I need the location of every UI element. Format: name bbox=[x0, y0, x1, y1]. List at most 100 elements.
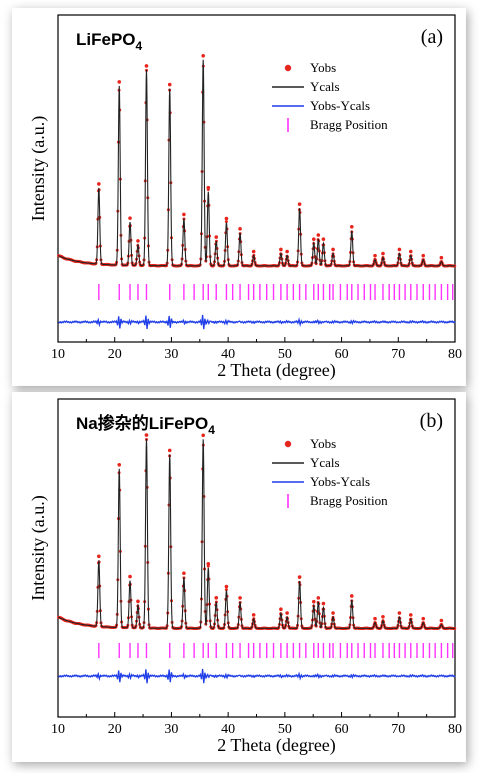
x-tick-label: 40 bbox=[221, 347, 235, 362]
yobs-points bbox=[57, 433, 457, 630]
yobs-peak-point bbox=[167, 448, 172, 453]
yobs-peak-point bbox=[381, 614, 385, 619]
panel-label: (a) bbox=[421, 26, 443, 48]
legend: Yobs Ycals Yobs-Ycals Bragg Position bbox=[272, 60, 388, 132]
bragg-positions bbox=[98, 284, 454, 300]
x-tick-label: 80 bbox=[448, 722, 462, 737]
yobs-peak-point bbox=[238, 596, 242, 600]
yobs-peak-point bbox=[167, 82, 172, 87]
yobs-peak-point bbox=[316, 596, 321, 600]
yobs-peak-point bbox=[285, 611, 289, 615]
x-tick-label: 80 bbox=[448, 347, 462, 362]
sample-label-subscript: 4 bbox=[136, 39, 143, 53]
yobs-peak-point bbox=[297, 202, 302, 206]
yobs-points bbox=[57, 54, 457, 268]
yobs-peak-point bbox=[311, 599, 316, 604]
yobs-peak-point bbox=[136, 599, 140, 604]
y-axis-label: Intensity (a.u.) bbox=[28, 495, 49, 600]
sample-label-subscript: 4 bbox=[208, 423, 215, 437]
yobs-peak-point bbox=[224, 584, 229, 589]
yobs-peak-point bbox=[201, 54, 205, 58]
yobs-peak-point bbox=[373, 253, 377, 258]
yobs-peak-point bbox=[439, 618, 444, 623]
sample-label-main: Na掺杂的LiFePO bbox=[76, 413, 208, 433]
legend-label: Yobs bbox=[310, 60, 336, 75]
legend-label: Yobs bbox=[310, 436, 336, 451]
legend: Yobs Ycals Yobs-Ycals Bragg Position bbox=[272, 436, 388, 508]
yobs-peak-point bbox=[397, 247, 402, 252]
yobs-peak-point bbox=[128, 216, 132, 220]
legend-marker-dot bbox=[284, 64, 292, 72]
xrd-panel-b: 10 20 30 40 50 60 70 80 2 Theta (degree) Intensit… bbox=[12, 392, 466, 762]
yobs-peak-point bbox=[421, 253, 426, 258]
yobs-peak-point bbox=[373, 616, 377, 621]
plot-frame bbox=[57, 14, 456, 343]
x-tick-label: 50 bbox=[278, 347, 292, 362]
x-tick-label: 60 bbox=[335, 347, 349, 362]
xrd-chart-b: 10 20 30 40 50 60 70 80 2 Theta (degree) Intensit… bbox=[28, 398, 462, 756]
yobs-peak-point bbox=[311, 237, 316, 241]
x-tick-label: 70 bbox=[391, 347, 405, 362]
yobs-peak-point bbox=[182, 571, 186, 576]
x-tick-label: 70 bbox=[391, 722, 405, 737]
ycals-line bbox=[58, 59, 455, 267]
ycals-line bbox=[58, 439, 455, 629]
yobs-peak-point bbox=[128, 574, 132, 579]
x-tick-label: 10 bbox=[51, 722, 65, 737]
legend-marker-dot bbox=[284, 440, 292, 448]
sample-label: Na掺杂的LiFePO4 bbox=[76, 413, 215, 437]
sample-label-main: LiFePO bbox=[76, 30, 136, 49]
yobs-peak-point bbox=[214, 235, 219, 239]
yobs-peak-point bbox=[331, 611, 335, 615]
yobs-peak-point bbox=[439, 255, 444, 260]
legend-label: Bragg Position bbox=[310, 117, 388, 132]
yobs-peak-point bbox=[201, 433, 205, 438]
sample-label: LiFePO4 bbox=[76, 30, 143, 53]
yobs-peak-point bbox=[136, 239, 140, 243]
yobs-point bbox=[224, 220, 228, 224]
x-tick-label: 30 bbox=[164, 722, 178, 737]
yobs-peak-point bbox=[224, 216, 229, 221]
xrd-panel-a: 10 20 30 40 50 60 70 80 2 Theta (degree) Intensit… bbox=[12, 8, 466, 386]
yobs-peak-point bbox=[117, 463, 122, 467]
x-tick-label: 20 bbox=[108, 347, 122, 362]
x-tick-label: 20 bbox=[108, 722, 122, 737]
yobs-peak-point bbox=[206, 185, 211, 190]
x-axis-label: 2 Theta (degree) bbox=[217, 360, 336, 381]
legend-label: Bragg Position bbox=[310, 493, 388, 508]
xrd-chart-a: 10 20 30 40 50 60 70 80 2 Theta (degree) Intensit… bbox=[28, 14, 462, 381]
x-tick-label: 10 bbox=[51, 347, 65, 362]
yobs-peak-point bbox=[206, 562, 211, 566]
x-axis-label: 2 Theta (degree) bbox=[217, 735, 336, 756]
yobs-peak-point bbox=[297, 575, 302, 579]
yobs-peak-point bbox=[349, 225, 354, 229]
y-axis-label: Intensity (a.u.) bbox=[28, 116, 49, 221]
x-tick-label: 30 bbox=[164, 347, 178, 362]
yobs-peak-point bbox=[251, 249, 256, 254]
bragg-positions bbox=[98, 643, 454, 658]
yobs-peak-point bbox=[182, 212, 186, 217]
yobs-peak-point bbox=[397, 611, 402, 615]
yobs-peak-point bbox=[349, 594, 354, 598]
yobs-peak-point bbox=[117, 80, 122, 84]
legend-label: Yobs-Ycals bbox=[310, 474, 370, 489]
yobs-ycals-line bbox=[58, 314, 456, 330]
x-tick-label: 60 bbox=[335, 722, 349, 737]
legend-label: Yobs-Ycals bbox=[310, 98, 370, 113]
yobs-peak-point bbox=[279, 247, 283, 252]
x-tick-label: 40 bbox=[221, 722, 235, 737]
yobs-peak-point bbox=[421, 616, 426, 621]
yobs-peak-point bbox=[316, 233, 321, 237]
yobs-peak-point bbox=[285, 249, 289, 254]
yobs-peak-point bbox=[214, 596, 219, 600]
yobs-ycals-line bbox=[58, 668, 456, 684]
yobs-peak-point bbox=[279, 607, 283, 612]
yobs-peak-point bbox=[144, 64, 149, 68]
yobs-peak-point bbox=[97, 554, 101, 559]
legend-label: Ycals bbox=[310, 455, 340, 470]
legend-label: Ycals bbox=[310, 79, 340, 94]
yobs-peak-point bbox=[381, 251, 385, 256]
yobs-peak-point bbox=[408, 613, 413, 617]
yobs-point bbox=[224, 588, 228, 592]
x-tick-label: 50 bbox=[278, 722, 292, 737]
